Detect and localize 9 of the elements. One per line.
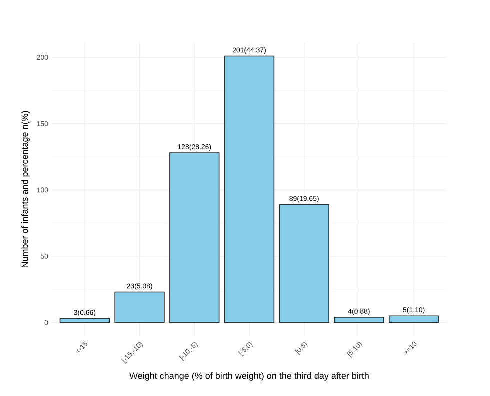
bar	[334, 317, 384, 324]
bar	[114, 292, 165, 324]
bar	[279, 204, 330, 324]
x-axis-title: Weight change (% of birth weight) on the third day after birth	[130, 372, 369, 381]
y-axis-title: Number of infants and percentage n(%)	[22, 111, 30, 268]
bar	[224, 56, 275, 324]
bar	[388, 316, 440, 324]
bar	[60, 318, 110, 324]
bar	[170, 152, 220, 324]
